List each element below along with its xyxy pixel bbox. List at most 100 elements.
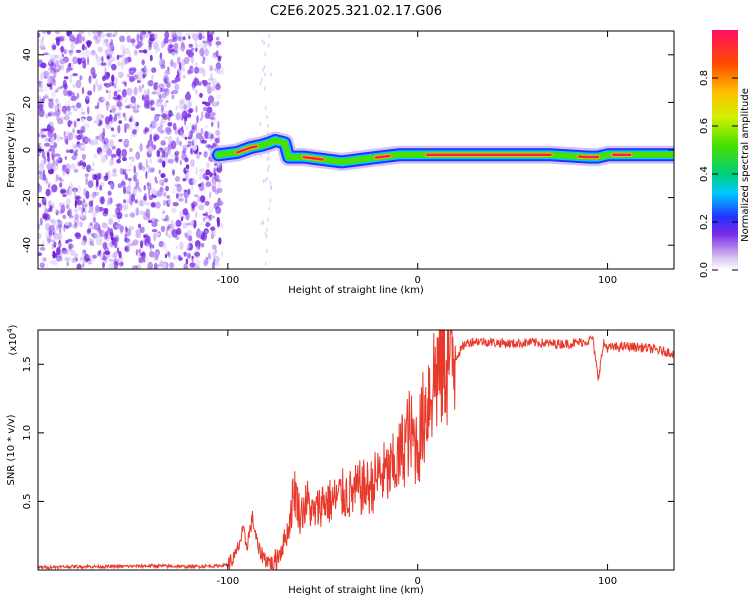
noise-blob <box>76 185 82 194</box>
y-tick-label: 1.5 <box>22 356 33 372</box>
noise-blob <box>268 206 271 211</box>
noise-blob <box>163 83 166 88</box>
noise-blob <box>63 105 67 115</box>
noise-blob <box>183 189 188 193</box>
noise-blob <box>216 43 219 48</box>
noise-blob <box>215 50 219 58</box>
noise-blob <box>109 109 112 113</box>
noise-blob <box>41 151 46 159</box>
noise-blob <box>260 221 263 226</box>
noise-blob <box>268 43 270 48</box>
noise-blob <box>47 236 51 244</box>
noise-blob <box>116 126 121 132</box>
noise-blob <box>54 104 59 112</box>
noise-blob <box>181 215 185 219</box>
noise-blob <box>98 151 105 158</box>
noise-blob <box>96 237 101 246</box>
noise-blob <box>210 116 216 121</box>
y-tick-label: -20 <box>22 189 33 205</box>
noise-blob <box>116 89 122 93</box>
noise-blob <box>185 164 190 170</box>
noise-blob <box>81 111 86 115</box>
noise-blob <box>81 203 88 208</box>
noise-blob <box>60 190 64 195</box>
noise-blob <box>59 182 63 188</box>
noise-blob <box>78 75 85 81</box>
noise-blob <box>185 171 190 181</box>
noise-blob <box>174 150 180 156</box>
noise-blob <box>189 65 194 74</box>
noise-blob <box>77 161 82 167</box>
noise-blob <box>108 89 111 94</box>
noise-blob <box>182 178 186 182</box>
noise-blob <box>168 198 172 205</box>
noise-blob <box>148 179 152 186</box>
noise-blob <box>184 197 188 204</box>
noise-blob <box>57 153 62 161</box>
noise-blob <box>160 41 165 49</box>
spectrogram-plot-area <box>38 31 674 269</box>
noise-blob <box>135 207 140 216</box>
noise-blob <box>187 252 191 259</box>
noise-blob <box>187 229 192 236</box>
noise-blob <box>261 39 264 43</box>
noise-blob <box>209 191 212 199</box>
noise-blob <box>199 117 202 122</box>
noise-blob <box>110 56 116 62</box>
noise-blob <box>213 67 220 72</box>
noise-blob <box>194 251 201 257</box>
noise-blob <box>153 233 157 242</box>
noise-blob <box>173 183 180 188</box>
noise-blob <box>124 246 128 252</box>
noise-blob <box>205 181 212 188</box>
noise-blob <box>213 257 216 266</box>
noise-blob <box>211 261 216 269</box>
noise-blob <box>107 46 111 52</box>
noise-blob <box>104 116 110 125</box>
noise-blob <box>141 166 146 171</box>
noise-blob <box>118 138 123 143</box>
noise-blob <box>129 75 135 83</box>
noise-blob <box>191 219 194 227</box>
noise-blob <box>145 158 149 168</box>
noise-blob <box>64 222 70 226</box>
noise-blob <box>175 112 181 121</box>
noise-blob <box>124 173 128 180</box>
noise-blob <box>176 193 179 199</box>
noise-blob <box>154 219 159 223</box>
noise-blob <box>38 32 41 38</box>
noise-blob <box>71 105 76 109</box>
noise-blob <box>113 76 119 85</box>
noise-blob <box>67 111 72 115</box>
noise-blob <box>147 182 152 191</box>
noise-blob <box>208 136 215 140</box>
noise-blob <box>130 200 133 205</box>
noise-blob <box>45 128 50 132</box>
noise-blob <box>47 98 54 102</box>
noise-blob <box>157 263 164 267</box>
noise-blob <box>51 206 58 214</box>
noise-blob <box>84 173 89 177</box>
noise-blob <box>175 49 178 55</box>
noise-blob <box>160 140 166 146</box>
noise-blob <box>52 241 57 246</box>
noise-blob <box>163 218 168 222</box>
noise-blob <box>43 257 47 262</box>
noise-blob <box>208 205 213 212</box>
noise-blob <box>199 151 202 155</box>
noise-blob <box>49 202 55 206</box>
noise-blob <box>185 125 189 131</box>
noise-blob <box>125 105 131 109</box>
noise-blob <box>211 85 216 91</box>
noise-blob <box>79 212 85 220</box>
noise-blob <box>98 133 104 142</box>
noise-blob <box>156 189 163 197</box>
noise-blob <box>202 80 208 87</box>
noise-blob <box>192 181 196 185</box>
noise-blob <box>51 219 57 226</box>
noise-blob <box>119 167 124 175</box>
noise-blob <box>259 81 262 86</box>
noise-blob <box>184 93 192 101</box>
noise-blob <box>51 146 56 154</box>
snr-scale-label: (x104) <box>6 324 19 355</box>
